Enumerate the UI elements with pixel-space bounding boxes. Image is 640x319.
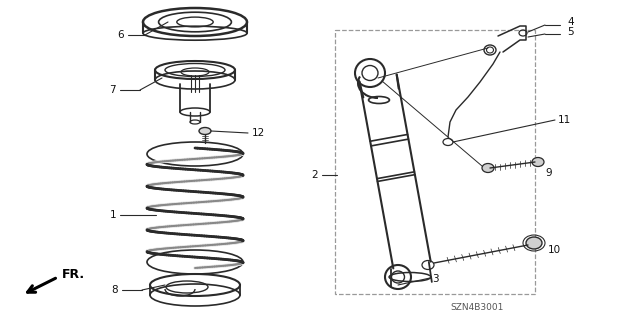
Ellipse shape (532, 158, 544, 167)
Text: 12: 12 (252, 128, 265, 138)
Text: 5: 5 (567, 27, 573, 37)
Text: 4: 4 (567, 17, 573, 27)
Text: 7: 7 (109, 85, 116, 95)
Ellipse shape (199, 128, 211, 135)
Bar (335, 30, 535, 294)
Text: 6: 6 (117, 30, 124, 40)
Text: SZN4B3001: SZN4B3001 (450, 303, 504, 312)
Text: 10: 10 (548, 245, 561, 255)
Text: 3: 3 (432, 274, 438, 284)
Text: 1: 1 (109, 210, 116, 220)
Ellipse shape (482, 164, 494, 173)
Text: 9: 9 (545, 168, 552, 178)
Text: 8: 8 (111, 285, 118, 295)
Text: 11: 11 (558, 115, 572, 125)
Ellipse shape (526, 237, 542, 249)
Text: 2: 2 (312, 170, 318, 180)
Text: FR.: FR. (62, 269, 85, 281)
